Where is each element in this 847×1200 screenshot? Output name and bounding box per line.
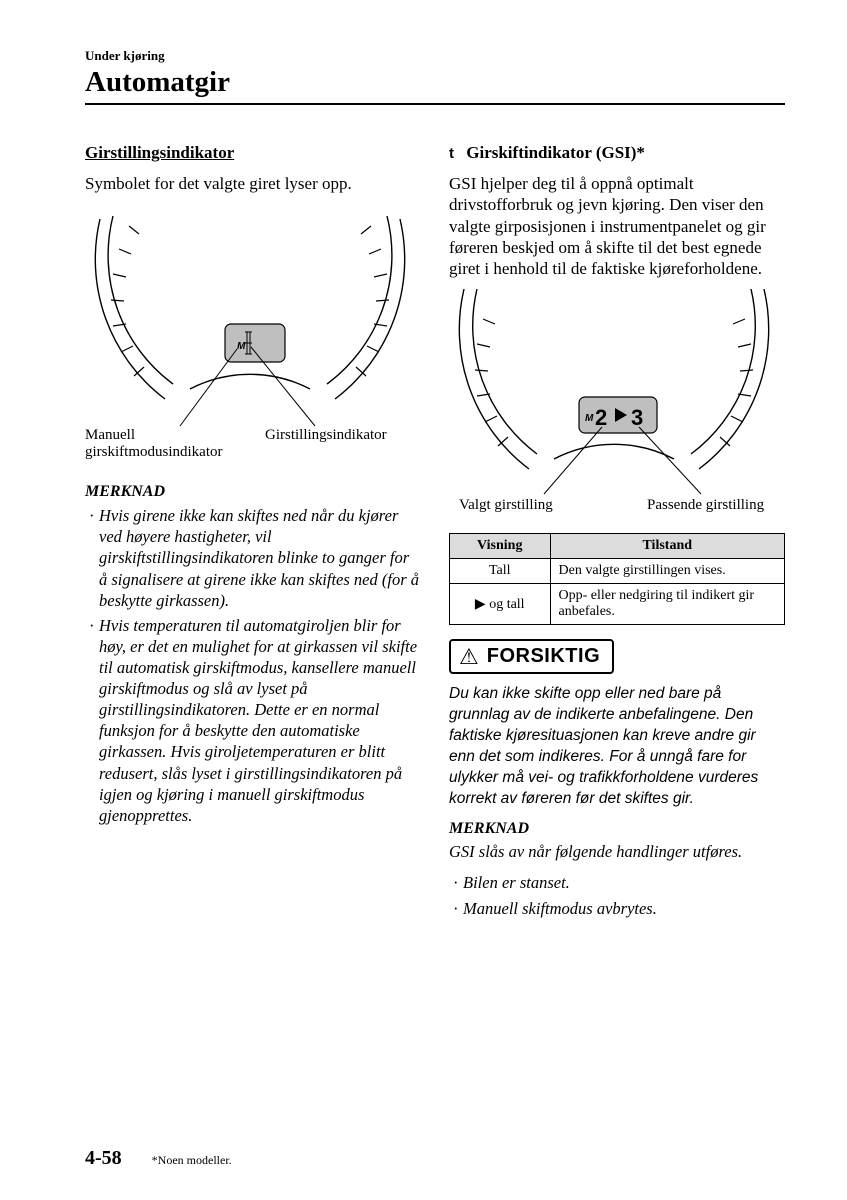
page-title: Automatgir (85, 66, 785, 99)
right-note-2: Manuell skiftmodus avbrytes. (453, 898, 785, 919)
gsi-th-1: Visning (450, 534, 551, 559)
fig-label-left1: Manuell (85, 427, 135, 443)
left-note-list: Hvis girene ikke kan skiftes ned når du … (85, 505, 421, 826)
header-rule (85, 103, 785, 105)
caution-box: ⚠ FORSIKTIG (449, 639, 614, 674)
svg-text:M: M (237, 341, 246, 352)
right-note-1: Bilen er stanset. (453, 872, 785, 893)
right-heading-marker: t (449, 145, 454, 162)
left-note-1: Hvis girene ikke kan skiftes ned når du … (89, 505, 421, 611)
gsi-r1c1: Tall (450, 559, 551, 584)
caution-text: Du kan ikke skifte opp eller ned bare på… (449, 684, 785, 810)
fig-label-left2: girskiftmodusindikator (85, 444, 223, 460)
right-note-list: Bilen er stanset. Manuell skiftmodus avb… (449, 872, 785, 918)
content-columns: Girstillingsindikator Symbolet for det v… (85, 143, 785, 923)
right-note-intro: GSI slås av når følgende handlinger utfø… (449, 842, 785, 863)
left-column: Girstillingsindikator Symbolet for det v… (85, 143, 421, 923)
right-note-head: MERKNAD (449, 820, 785, 838)
page-number: 4-58 (85, 1147, 122, 1170)
page-footer: 4-58 *Noen modeller. (85, 1147, 785, 1170)
svg-text:3: 3 (631, 405, 643, 430)
gsi-r2c2: Opp- eller nedgiring til indikert gir an… (550, 584, 785, 625)
warning-icon: ⚠ (459, 646, 479, 668)
svg-text:M: M (585, 413, 594, 424)
right-intro: GSI hjelper deg til å oppnå optimalt dri… (449, 173, 785, 279)
gsi-fig-label-left: Valgt girstilling (459, 497, 553, 513)
left-heading: Girstillingsindikator (85, 143, 421, 163)
left-note-head: MERKNAD (85, 483, 421, 501)
right-heading: t Girskiftindikator (GSI)* (449, 143, 785, 163)
gsi-figure: M 2 3 Valgt girstilling Passende girstil… (449, 289, 785, 519)
fig-label-right: Girstillingsindikator (265, 427, 387, 443)
gsi-r2c1: ▶ og tall (450, 584, 551, 625)
right-heading-text: Girskiftindikator (GSI)* (466, 143, 645, 162)
chapter-label: Under kjøring (85, 48, 785, 64)
caution-label: FORSIKTIG (487, 645, 600, 668)
gsi-th-2: Tilstand (550, 534, 785, 559)
gear-indicator-figure: M Manuell girskiftmodusindikator Girstil… (85, 204, 421, 469)
page-header: Under kjøring Automatgir (85, 48, 785, 105)
footnote: *Noen modeller. (152, 1153, 232, 1168)
svg-text:2: 2 (595, 405, 608, 430)
gsi-table: Visning Tilstand Tall Den valgte girstil… (449, 533, 785, 625)
left-intro: Symbolet for det valgte giret lyser opp. (85, 173, 421, 194)
right-column: t Girskiftindikator (GSI)* GSI hjelper d… (449, 143, 785, 923)
gsi-fig-label-right: Passende girstilling (647, 497, 765, 513)
left-note-2: Hvis temperaturen til automatgiroljen bl… (89, 615, 421, 826)
gsi-r1c2: Den valgte girstillingen vises. (550, 559, 785, 584)
